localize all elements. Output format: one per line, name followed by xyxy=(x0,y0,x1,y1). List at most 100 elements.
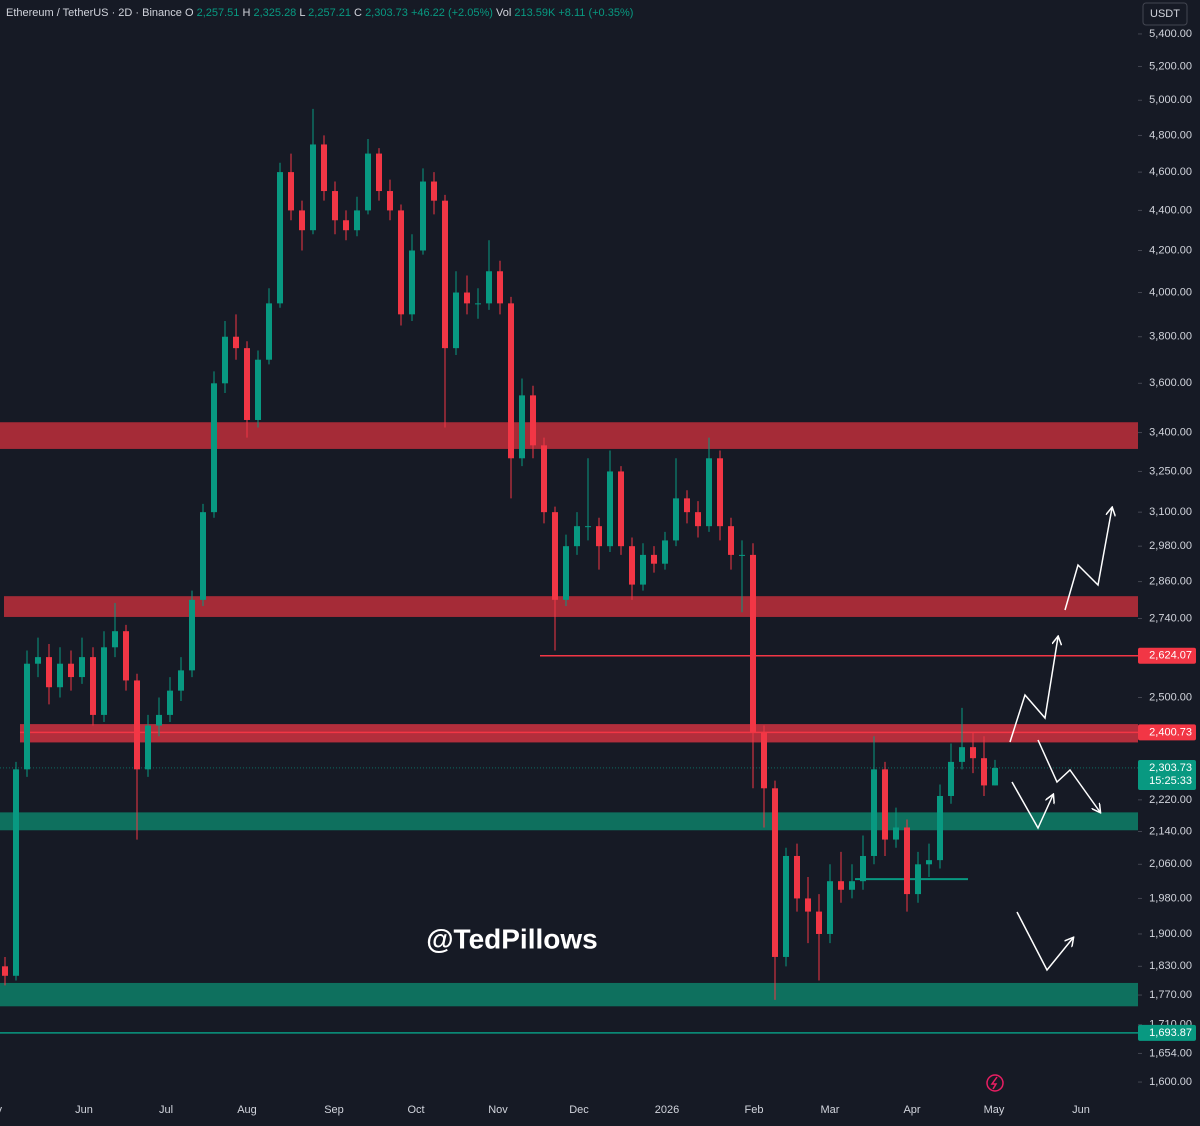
candle-body xyxy=(761,732,767,789)
candle-body xyxy=(915,864,921,895)
header-text: +8.11 (+0.35%) xyxy=(558,7,633,19)
candle-body xyxy=(772,788,778,957)
header-text: 2,257.51 xyxy=(197,7,240,19)
candle-body xyxy=(431,181,437,201)
candle-body xyxy=(904,827,910,895)
candle-body xyxy=(486,271,492,304)
zones xyxy=(0,422,1138,1007)
candle-body xyxy=(706,458,712,527)
price-tag-label: 2,400.73 xyxy=(1149,726,1192,738)
header-text: H xyxy=(242,7,250,19)
y-tick-label: 3,100.00 xyxy=(1149,506,1192,518)
candle-body xyxy=(805,898,811,912)
candle-body xyxy=(717,458,723,527)
y-tick-label: 3,400.00 xyxy=(1149,426,1192,438)
candle-body xyxy=(277,172,283,304)
candle-body xyxy=(343,220,349,231)
y-tick-label: 1,600.00 xyxy=(1149,1076,1192,1088)
y-tick-label: 1,900.00 xyxy=(1149,928,1192,940)
candle-body xyxy=(442,200,448,349)
y-tick-label: 4,400.00 xyxy=(1149,204,1192,216)
price-axis: 5,400.00 5,200.00 5,000.00 4,800.00 4,600.00… xyxy=(1138,0,1200,1100)
candle-body xyxy=(57,663,63,688)
x-tick-label: Feb xyxy=(745,1104,764,1116)
candle-body xyxy=(365,153,371,211)
x-tick-label: Aug xyxy=(237,1104,257,1116)
candle-body xyxy=(2,966,8,976)
x-tick-label: 2026 xyxy=(655,1104,679,1116)
candle-body xyxy=(475,303,481,305)
candle-body xyxy=(387,191,393,211)
currency-box[interactable] xyxy=(1142,2,1188,26)
candle-body xyxy=(926,860,932,865)
header-text: 2,325.28 xyxy=(253,7,296,19)
candle-body xyxy=(783,855,789,957)
y-tick-label: 5,400.00 xyxy=(1149,28,1192,40)
y-tick-label: 3,800.00 xyxy=(1149,331,1192,343)
header-text: O xyxy=(185,7,194,19)
candle-body xyxy=(167,690,173,715)
candle-body xyxy=(981,758,987,786)
candle-body xyxy=(145,725,151,770)
candle-body xyxy=(233,336,239,349)
candle-body xyxy=(90,657,96,715)
candle-body xyxy=(673,498,679,541)
header-text: Vol xyxy=(496,7,511,19)
candle-body xyxy=(750,554,756,733)
candle-body xyxy=(640,554,646,585)
price-axis-bg xyxy=(1138,0,1200,1100)
arrow xyxy=(1037,739,1100,812)
header-text: 2,303.73 xyxy=(365,7,408,19)
x-tick-label: Jul xyxy=(159,1104,173,1116)
lightning-icon xyxy=(986,1074,1004,1092)
x-tick-label: Apr xyxy=(903,1104,920,1116)
candle-body xyxy=(530,395,536,446)
y-tick-label: 1,654.00 xyxy=(1149,1047,1192,1059)
currency: USDT xyxy=(1150,8,1180,20)
x-tick-label: Oct xyxy=(407,1104,424,1116)
header-text: L xyxy=(299,7,305,19)
arrow xyxy=(1016,911,1073,972)
price-tag xyxy=(1138,759,1196,790)
candle-body xyxy=(651,554,657,564)
y-tick-label: 5,000.00 xyxy=(1149,94,1192,106)
candle-body xyxy=(68,663,74,678)
candle-body xyxy=(838,881,844,890)
candle-body xyxy=(728,526,734,555)
y-tick-label: 2,220.00 xyxy=(1149,794,1192,806)
y-tick-label: 1,980.00 xyxy=(1149,892,1192,904)
candle-body xyxy=(508,303,514,459)
candle-body xyxy=(13,769,19,976)
y-tick-label: 1,770.00 xyxy=(1149,989,1192,1001)
candle-body xyxy=(46,657,52,688)
candle-body xyxy=(827,881,833,934)
candle-body xyxy=(541,445,547,513)
header: Ethereum / TetherUS · 2D · Binance O 2,2… xyxy=(6,7,633,19)
candle-body xyxy=(464,292,470,304)
candle-body xyxy=(24,663,30,770)
candle-body xyxy=(563,546,569,600)
arrow xyxy=(1064,508,1112,611)
header-text: 2,257.21 xyxy=(308,7,351,19)
zone xyxy=(0,982,1138,1007)
candle-body xyxy=(453,292,459,349)
candle-body xyxy=(497,271,503,304)
candle-body xyxy=(607,471,613,547)
candle-body xyxy=(200,512,206,600)
candle-body xyxy=(937,795,943,861)
candles xyxy=(2,108,998,1000)
levels xyxy=(0,655,1138,1034)
zone xyxy=(0,422,1138,449)
candle-body xyxy=(948,761,954,796)
y-tick-label: 1,830.00 xyxy=(1149,960,1192,972)
candle-body xyxy=(123,631,129,681)
candle-body xyxy=(244,348,250,420)
header-text: +46.22 (+2.05%) xyxy=(411,7,493,19)
arrow xyxy=(1009,637,1058,743)
y-tick-label: 3,600.00 xyxy=(1149,377,1192,389)
watermark: @TedPillows xyxy=(426,923,597,954)
x-tick-label: Jun xyxy=(1072,1104,1090,1116)
candle-body xyxy=(211,383,217,513)
